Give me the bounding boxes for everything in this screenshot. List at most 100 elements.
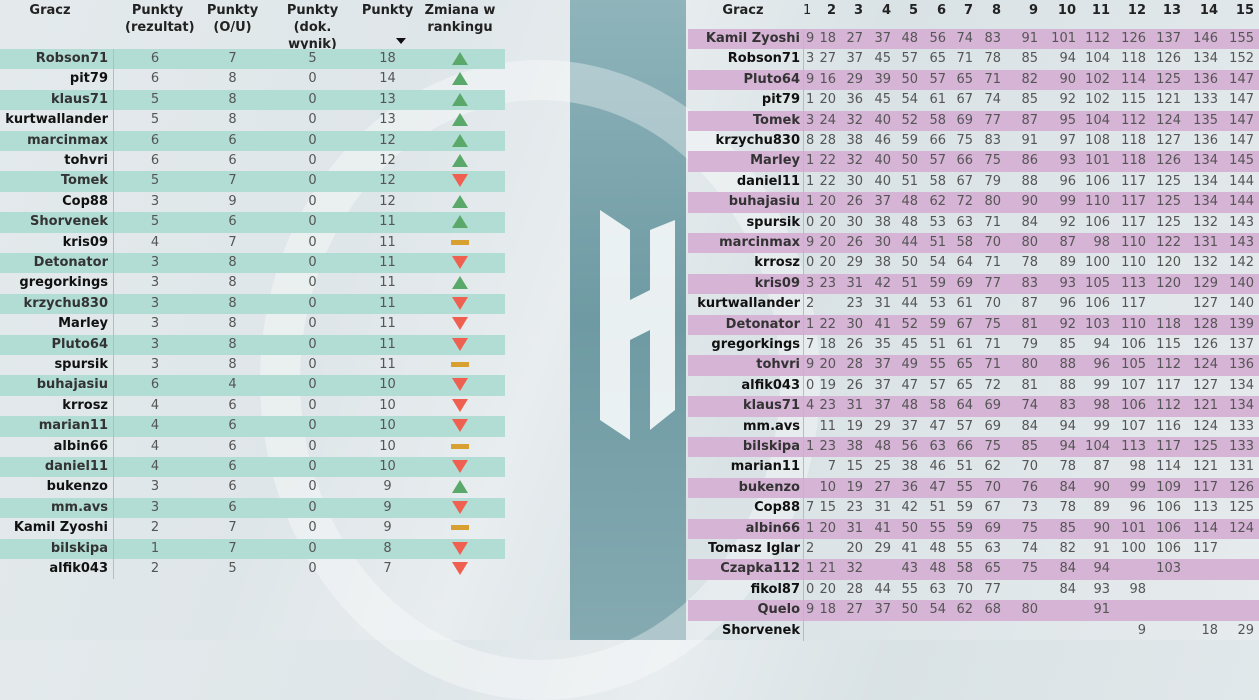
player-name: Marley (750, 153, 800, 169)
round-15-cell: 133 (1229, 439, 1254, 454)
round-11-cell: 99 (1093, 377, 1110, 393)
round-4-cell: 38 (874, 214, 891, 230)
round-8-cell: 63 (984, 541, 1001, 556)
round-7-cell: 61 (956, 296, 973, 312)
round-2-cell: 10 (819, 479, 836, 495)
header-round-14[interactable]: 14 (1199, 3, 1218, 18)
column-divider (803, 273, 804, 295)
round-8-cell: 70 (984, 479, 1001, 495)
round-11-cell: 102 (1085, 92, 1110, 108)
round-3-cell: 30 (846, 214, 863, 230)
cell-ou: 6 (228, 153, 237, 168)
round-4-cell: 40 (874, 153, 891, 169)
rank-change-cell (430, 314, 490, 334)
column-divider (803, 294, 804, 315)
header-round-5[interactable]: 5 (908, 3, 918, 18)
sort-descending-icon[interactable] (396, 38, 406, 44)
header-change[interactable]: Zmiana w rankingu (424, 3, 496, 35)
round-2-cell: 18 (819, 337, 836, 352)
round-8-cell: 77 (984, 275, 1001, 291)
header-round-9[interactable]: 9 (1028, 3, 1038, 18)
header-round-11[interactable]: 11 (1091, 3, 1110, 18)
round-7-cell: 62 (956, 602, 973, 618)
player-name: Tomasz Iglar (707, 541, 800, 556)
rank-down-icon (452, 460, 468, 473)
header-player[interactable]: Gracz (29, 3, 71, 18)
column-divider (803, 49, 804, 70)
round-7-cell: 58 (956, 561, 973, 577)
player-name: mm.avs (742, 418, 800, 434)
round-15-cell: 137 (1229, 337, 1254, 352)
round-2-cell: 20 (819, 357, 836, 373)
header-round-2[interactable]: 2 (826, 3, 836, 18)
round-10-cell: 89 (1059, 255, 1076, 271)
column-divider (113, 273, 114, 294)
round-15-cell: 143 (1229, 214, 1254, 230)
round-7-cell: 55 (956, 479, 973, 495)
round-5-cell: 51 (901, 275, 918, 291)
round-12-cell: 9 (1137, 622, 1146, 638)
round-7-cell: 59 (956, 520, 973, 536)
round-8-cell: 68 (984, 602, 1001, 618)
header-round-12[interactable]: 12 (1127, 3, 1146, 18)
header-round-7[interactable]: 7 (963, 3, 973, 18)
header-round-13[interactable]: 13 (1162, 3, 1181, 18)
header-round-10[interactable]: 10 (1057, 3, 1076, 18)
cell-points: 13 (379, 91, 396, 107)
round-6-cell: 48 (929, 541, 946, 556)
table-row: tohvri 6 6 0 12 (0, 151, 505, 172)
column-divider (113, 395, 114, 417)
round-2-cell: 22 (819, 316, 836, 332)
header-round-6[interactable]: 6 (936, 3, 946, 18)
round-5-cell: 48 (901, 398, 918, 414)
header-ou[interactable]: Punkty (O/U) (206, 3, 259, 35)
header-round-3[interactable]: 3 (853, 3, 863, 18)
round-8-cell: 69 (984, 520, 1001, 536)
round-9-cell: 81 (1021, 316, 1038, 332)
round-3-cell: 31 (846, 275, 863, 291)
column-divider (803, 396, 804, 417)
round-7-cell: 67 (956, 92, 973, 108)
cell-ou: 6 (228, 459, 237, 474)
round-12-cell: 105 (1121, 357, 1146, 373)
round-13-cell: 112 (1156, 357, 1181, 373)
player-name: spursik (746, 214, 800, 230)
header-round-4[interactable]: 4 (881, 3, 891, 18)
round-12-cell: 126 (1121, 31, 1146, 46)
header-exact[interactable]: Punkty (dok. wynik) (286, 3, 339, 52)
column-divider (113, 232, 114, 253)
round-7-cell: 67 (956, 316, 973, 332)
cell-result: 4 (150, 438, 160, 454)
round-1-cell: 9 (806, 235, 815, 250)
round-1-cell: 0 (806, 581, 815, 597)
player-name: Kamil Zyoshi (705, 31, 800, 46)
round-14-cell: 18 (1201, 622, 1218, 638)
rank-same-icon (451, 443, 469, 449)
header-result[interactable]: Punkty (rezultat) (125, 3, 195, 35)
column-divider (803, 498, 804, 519)
round-15-cell: 145 (1229, 153, 1254, 169)
round-8-cell: 79 (984, 173, 1001, 189)
header-player[interactable]: Gracz (722, 3, 764, 18)
cell-ou: 6 (228, 418, 237, 434)
header-points[interactable]: Punkty (361, 3, 414, 18)
cell-ou: 4 (228, 377, 237, 393)
column-divider (113, 497, 114, 519)
player-name: gregorkings (19, 275, 108, 291)
round-6-cell: 51 (929, 500, 946, 516)
rank-change-cell (430, 437, 490, 457)
header-round-1[interactable]: 1 (803, 3, 812, 18)
round-9-cell: 82 (1021, 71, 1038, 87)
round-2-cell: 18 (819, 602, 836, 618)
round-12-cell: 96 (1129, 500, 1146, 516)
round-13-cell: 106 (1156, 500, 1181, 516)
round-5-cell: 50 (901, 153, 918, 169)
table-row: bilskipa 1 7 0 8 (0, 538, 505, 559)
header-round-15[interactable]: 15 (1235, 3, 1254, 18)
player-name: albin66 (53, 438, 108, 454)
round-13-cell: 124 (1156, 112, 1181, 128)
cell-points: 14 (379, 71, 396, 87)
round-5-cell: 45 (901, 337, 918, 352)
column-divider (113, 559, 114, 580)
header-round-8[interactable]: 8 (991, 3, 1001, 18)
